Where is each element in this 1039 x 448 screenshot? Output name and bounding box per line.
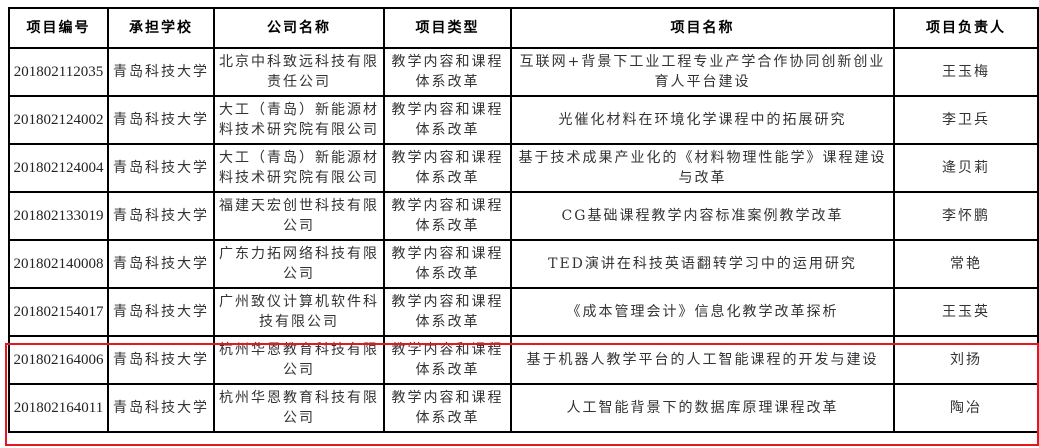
table-row: 201802124004 青岛科技大学 大工（青岛）新能源材料技术研究院有限公司 教学…	[8, 143, 1039, 193]
cell-type: 教学内容和课程体系改革	[383, 47, 512, 97]
cell-leader: 李卫兵	[893, 95, 1039, 145]
cell-project-name: CG基础课程教学内容标准案例教学改革	[510, 191, 895, 241]
table-row: 201802164006 青岛科技大学 杭州华恩教育科技有限公司 教学内容和课程体系改…	[8, 335, 1039, 385]
cell-company: 广东力拓网络科技有限公司	[213, 239, 385, 289]
cell-leader: 王玉梅	[893, 47, 1039, 97]
cell-type: 教学内容和课程体系改革	[383, 335, 512, 385]
cell-company: 福建天宏创世科技有限公司	[213, 191, 385, 241]
cell-leader: 逄贝莉	[893, 143, 1039, 193]
header-row: 项目编号 承担学校 公司名称 项目类型 项目名称 项目负责人	[8, 7, 1039, 49]
cell-project-name: 基于机器人教学平台的人工智能课程的开发与建设	[510, 335, 895, 385]
cell-leader: 李怀鹏	[893, 191, 1039, 241]
cell-project-name: 《成本管理会计》信息化教学改革探析	[510, 287, 895, 337]
cell-project-name: TED演讲在科技英语翻转学习中的运用研究	[510, 239, 895, 289]
cell-company: 广州致仪计算机软件科技有限公司	[213, 287, 385, 337]
cell-project-name: 互联网+背景下工业工程专业产学合作协同创新创业育人平台建设	[510, 47, 895, 97]
cell-school: 青岛科技大学	[107, 191, 215, 241]
cell-leader: 王玉英	[893, 287, 1039, 337]
cell-type: 教学内容和课程体系改革	[383, 383, 512, 433]
cell-company: 杭州华恩教育科技有限公司	[213, 335, 385, 385]
cell-project-id: 201802154017	[8, 287, 109, 337]
cell-type: 教学内容和课程体系改革	[383, 191, 512, 241]
table-row: 201802154017 青岛科技大学 广州致仪计算机软件科技有限公司 教学内容和课程…	[8, 287, 1039, 337]
cell-leader: 刘扬	[893, 335, 1039, 385]
cell-school: 青岛科技大学	[107, 95, 215, 145]
table-row: 201802133019 青岛科技大学 福建天宏创世科技有限公司 教学内容和课程体系改…	[8, 191, 1039, 241]
header-project-id: 项目编号	[8, 7, 109, 49]
cell-project-name: 人工智能背景下的数据库原理课程改革	[510, 383, 895, 433]
cell-school: 青岛科技大学	[107, 383, 215, 433]
cell-company: 北京中科致远科技有限责任公司	[213, 47, 385, 97]
cell-type: 教学内容和课程体系改革	[383, 95, 512, 145]
cell-type: 教学内容和课程体系改革	[383, 239, 512, 289]
cell-project-id: 201802164006	[8, 335, 109, 385]
cell-project-name: 光催化材料在环境化学课程中的拓展研究	[510, 95, 895, 145]
header-leader: 项目负责人	[893, 7, 1039, 49]
cell-project-id: 201802112035	[8, 47, 109, 97]
cell-school: 青岛科技大学	[107, 239, 215, 289]
cell-company: 杭州华恩教育科技有限公司	[213, 383, 385, 433]
table-row: 201802112035 青岛科技大学 北京中科致远科技有限责任公司 教学内容和课程体…	[8, 47, 1039, 97]
header-school: 承担学校	[107, 7, 215, 49]
cell-type: 教学内容和课程体系改革	[383, 143, 512, 193]
cell-school: 青岛科技大学	[107, 335, 215, 385]
table-row: 201802124002 青岛科技大学 大工（青岛）新能源材料技术研究院有限公司 教学…	[8, 95, 1039, 145]
cell-project-id: 201802124002	[8, 95, 109, 145]
header-type: 项目类型	[383, 7, 512, 49]
cell-school: 青岛科技大学	[107, 287, 215, 337]
header-project-name: 项目名称	[510, 7, 895, 49]
cell-leader: 常艳	[893, 239, 1039, 289]
table-row: 201802140008 青岛科技大学 广东力拓网络科技有限公司 教学内容和课程体系改…	[8, 239, 1039, 289]
table-row: 201802164011 青岛科技大学 杭州华恩教育科技有限公司 教学内容和课程体系改…	[8, 383, 1039, 433]
header-company: 公司名称	[213, 7, 385, 49]
project-table: 项目编号 承担学校 公司名称 项目类型 项目名称 项目负责人 201802112…	[8, 7, 1039, 433]
cell-project-id: 201802133019	[8, 191, 109, 241]
cell-company: 大工（青岛）新能源材料技术研究院有限公司	[213, 95, 385, 145]
cell-company: 大工（青岛）新能源材料技术研究院有限公司	[213, 143, 385, 193]
cell-type: 教学内容和课程体系改革	[383, 287, 512, 337]
cell-project-id: 201802124004	[8, 143, 109, 193]
cell-project-id: 201802140008	[8, 239, 109, 289]
cell-project-id: 201802164011	[8, 383, 109, 433]
cell-leader: 陶冶	[893, 383, 1039, 433]
cell-school: 青岛科技大学	[107, 47, 215, 97]
cell-school: 青岛科技大学	[107, 143, 215, 193]
cell-project-name: 基于技术成果产业化的《材料物理性能学》课程建设与改革	[510, 143, 895, 193]
